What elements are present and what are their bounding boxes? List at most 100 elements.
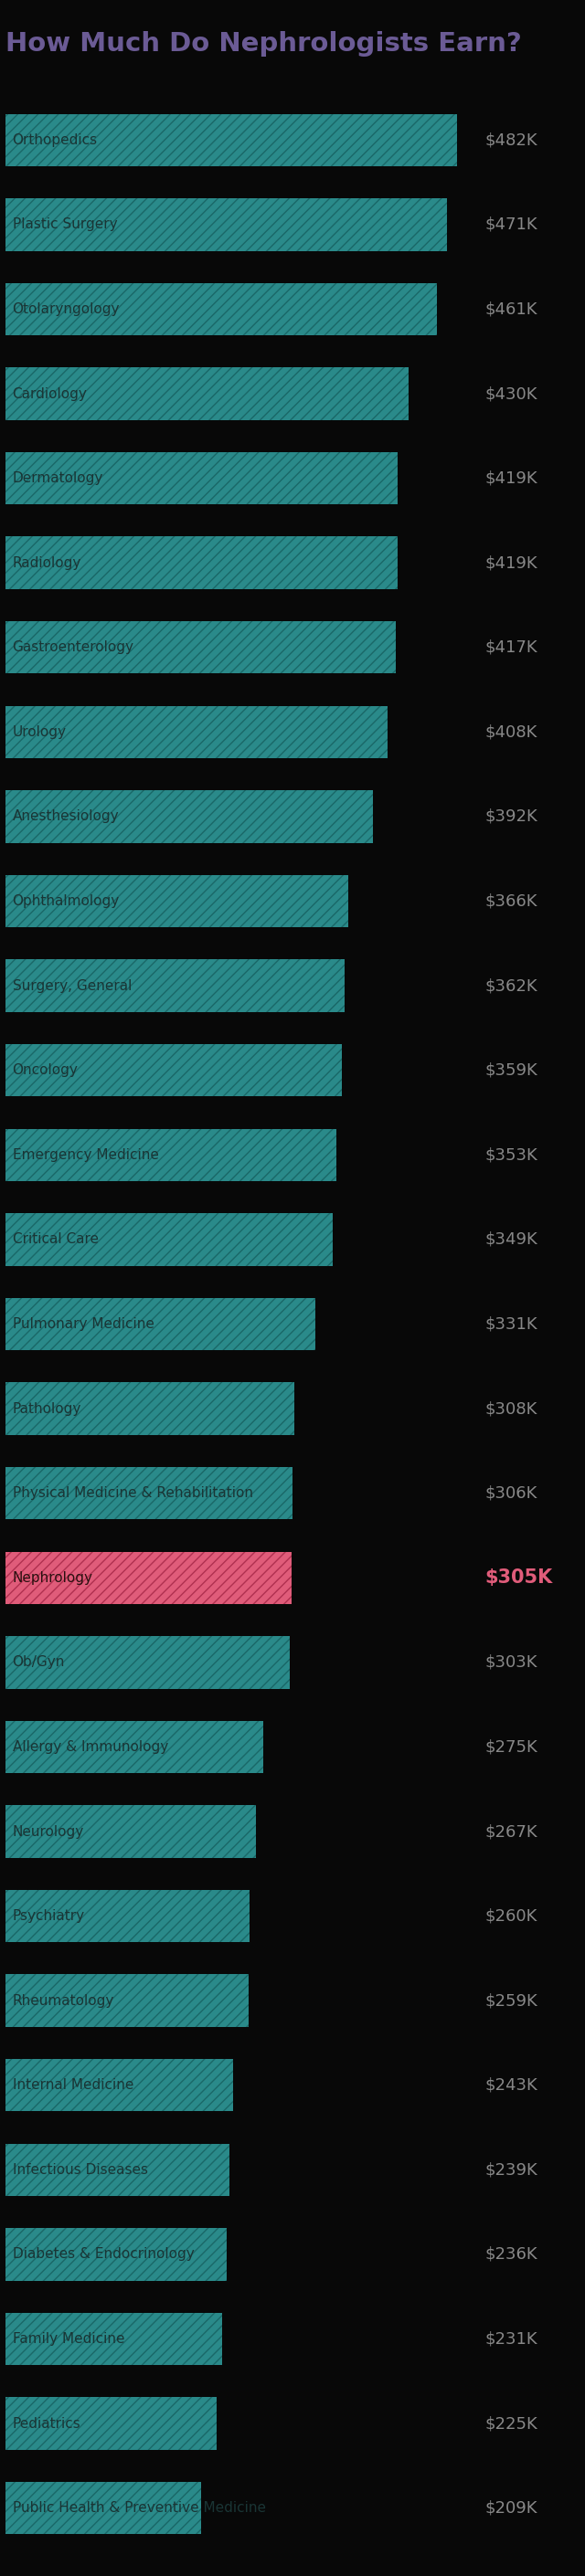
- Bar: [6, 1213, 332, 1265]
- Bar: [6, 2481, 201, 2535]
- Text: How Much Do Nephrologists Earn?: How Much Do Nephrologists Earn?: [6, 31, 522, 57]
- Bar: [6, 1551, 291, 1605]
- Bar: [6, 1298, 316, 1350]
- Text: $362K: $362K: [485, 976, 538, 994]
- Bar: [6, 791, 373, 842]
- Text: $306K: $306K: [485, 1484, 538, 1502]
- Bar: [6, 113, 457, 167]
- Text: Neurology: Neurology: [12, 1824, 84, 1839]
- Text: Pulmonary Medicine: Pulmonary Medicine: [12, 1316, 154, 1332]
- Bar: [6, 283, 438, 335]
- Text: $243K: $243K: [485, 2076, 538, 2094]
- Bar: [6, 1466, 292, 1520]
- Bar: [6, 2143, 229, 2197]
- Text: Ob/Gyn: Ob/Gyn: [12, 1656, 65, 1669]
- Text: Public Health & Preventive Medicine: Public Health & Preventive Medicine: [12, 2501, 266, 2514]
- Text: $359K: $359K: [485, 1061, 538, 1079]
- Bar: [6, 2143, 229, 2197]
- Text: Rheumatology: Rheumatology: [12, 1994, 114, 2007]
- Text: Dermatology: Dermatology: [12, 471, 104, 484]
- Bar: [6, 1128, 336, 1182]
- Text: $349K: $349K: [485, 1231, 538, 1247]
- Text: $482K: $482K: [485, 131, 538, 149]
- Text: $353K: $353K: [485, 1146, 538, 1164]
- Text: Physical Medicine & Rehabilitation: Physical Medicine & Rehabilitation: [12, 1486, 253, 1499]
- Text: Emergency Medicine: Emergency Medicine: [12, 1149, 159, 1162]
- Bar: [6, 1043, 342, 1097]
- Bar: [6, 451, 398, 505]
- Text: $430K: $430K: [485, 386, 538, 402]
- Text: $209K: $209K: [485, 2499, 538, 2517]
- Text: Infectious Diseases: Infectious Diseases: [12, 2164, 147, 2177]
- Text: Nephrology: Nephrology: [12, 1571, 93, 1584]
- Bar: [6, 2228, 227, 2280]
- Bar: [6, 198, 447, 250]
- Text: Pathology: Pathology: [12, 1401, 81, 1414]
- Bar: [6, 368, 408, 420]
- Bar: [6, 1636, 290, 1690]
- Bar: [6, 1973, 248, 2027]
- Bar: [6, 1466, 292, 1520]
- Text: $308K: $308K: [485, 1401, 538, 1417]
- Bar: [6, 1298, 316, 1350]
- Bar: [6, 2313, 222, 2365]
- Bar: [6, 1043, 342, 1097]
- Text: Family Medicine: Family Medicine: [12, 2331, 125, 2347]
- Text: $419K: $419K: [485, 469, 538, 487]
- Bar: [6, 1806, 256, 1857]
- Bar: [6, 1383, 294, 1435]
- Bar: [6, 1721, 263, 1772]
- Bar: [6, 1806, 256, 1857]
- Bar: [6, 2058, 233, 2112]
- Text: $461K: $461K: [485, 301, 538, 317]
- Text: $259K: $259K: [485, 1991, 538, 2009]
- Text: Surgery, General: Surgery, General: [12, 979, 132, 992]
- Bar: [6, 113, 457, 167]
- Text: Psychiatry: Psychiatry: [12, 1909, 85, 1922]
- Text: $471K: $471K: [485, 216, 538, 232]
- Text: Critical Care: Critical Care: [12, 1234, 98, 1247]
- Bar: [6, 1636, 290, 1690]
- Text: $305K: $305K: [485, 1569, 553, 1587]
- Bar: [6, 536, 398, 590]
- Bar: [6, 1383, 294, 1435]
- Bar: [6, 706, 388, 757]
- Bar: [6, 958, 345, 1012]
- Text: $236K: $236K: [485, 2246, 538, 2262]
- Text: $260K: $260K: [485, 1909, 538, 1924]
- Bar: [6, 621, 396, 675]
- Text: Urology: Urology: [12, 726, 66, 739]
- Text: Otolaryngology: Otolaryngology: [12, 301, 120, 317]
- Bar: [6, 2398, 216, 2450]
- Bar: [6, 791, 373, 842]
- Text: $267K: $267K: [485, 1824, 538, 1839]
- Text: Orthopedics: Orthopedics: [12, 134, 98, 147]
- Bar: [6, 1551, 291, 1605]
- Text: $392K: $392K: [485, 809, 538, 824]
- Bar: [6, 451, 398, 505]
- Bar: [6, 1973, 248, 2027]
- Text: $225K: $225K: [485, 2416, 538, 2432]
- Bar: [6, 2313, 222, 2365]
- Bar: [6, 1721, 263, 1772]
- Bar: [6, 1128, 336, 1182]
- Text: Oncology: Oncology: [12, 1064, 78, 1077]
- Bar: [6, 1891, 249, 1942]
- Text: $419K: $419K: [485, 554, 538, 572]
- Text: Plastic Surgery: Plastic Surgery: [12, 219, 117, 232]
- Text: $275K: $275K: [485, 1739, 538, 1754]
- Text: $231K: $231K: [485, 2331, 538, 2347]
- Text: $303K: $303K: [485, 1654, 538, 1672]
- Bar: [6, 2398, 216, 2450]
- Bar: [6, 283, 438, 335]
- Bar: [6, 706, 388, 757]
- Bar: [6, 876, 349, 927]
- Bar: [6, 958, 345, 1012]
- Text: Diabetes & Endocrinology: Diabetes & Endocrinology: [12, 2249, 194, 2262]
- Text: Anesthesiology: Anesthesiology: [12, 809, 119, 824]
- Text: Gastroenterology: Gastroenterology: [12, 641, 134, 654]
- Bar: [6, 536, 398, 590]
- Bar: [6, 621, 396, 675]
- Text: Radiology: Radiology: [12, 556, 81, 569]
- Text: $417K: $417K: [485, 639, 538, 657]
